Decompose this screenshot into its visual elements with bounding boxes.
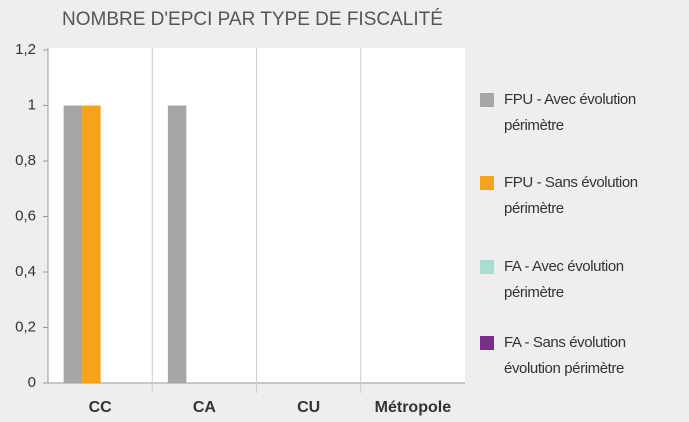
legend-swatch <box>480 176 494 190</box>
y-tick-label: 0,4 <box>15 263 36 280</box>
legend-item: FPU - Sans évolution périmètre <box>480 170 685 222</box>
legend-label: FA - Sans évolution évolution périmètre <box>504 334 626 377</box>
bar <box>63 105 83 383</box>
y-tick-label: 0 <box>28 374 36 391</box>
chart-title: NOMBRE D'EPCI PAR TYPE DE FISCALITÉ <box>62 9 443 30</box>
y-tick-label: 1,2 <box>15 41 36 58</box>
legend-swatch <box>480 336 494 350</box>
legend-label: FA - Avec évolution périmètre <box>504 258 624 301</box>
y-tick-label: 1 <box>28 96 36 113</box>
legend-label: FPU - Sans évolution périmètre <box>504 174 638 217</box>
y-tick-label: 0,6 <box>15 207 36 224</box>
legend-item: FA - Avec évolution périmètre <box>480 254 685 306</box>
bar <box>167 105 187 383</box>
x-tick-label: CC <box>89 399 113 416</box>
legend-item: FPU - Avec évolution périmètre <box>480 87 685 139</box>
legend-item: FA - Sans évolution évolution périmètre <box>480 330 685 382</box>
x-tick-label: Métropole <box>375 399 452 416</box>
legend-swatch <box>480 260 494 274</box>
y-tick-label: 0,8 <box>15 152 36 169</box>
legend-label: FPU - Avec évolution périmètre <box>504 91 636 134</box>
y-tick-label: 0,2 <box>15 318 36 335</box>
x-tick-label: CA <box>193 399 217 416</box>
legend-swatch <box>480 93 494 107</box>
bar <box>82 105 101 383</box>
x-tick-label: CU <box>297 399 320 416</box>
